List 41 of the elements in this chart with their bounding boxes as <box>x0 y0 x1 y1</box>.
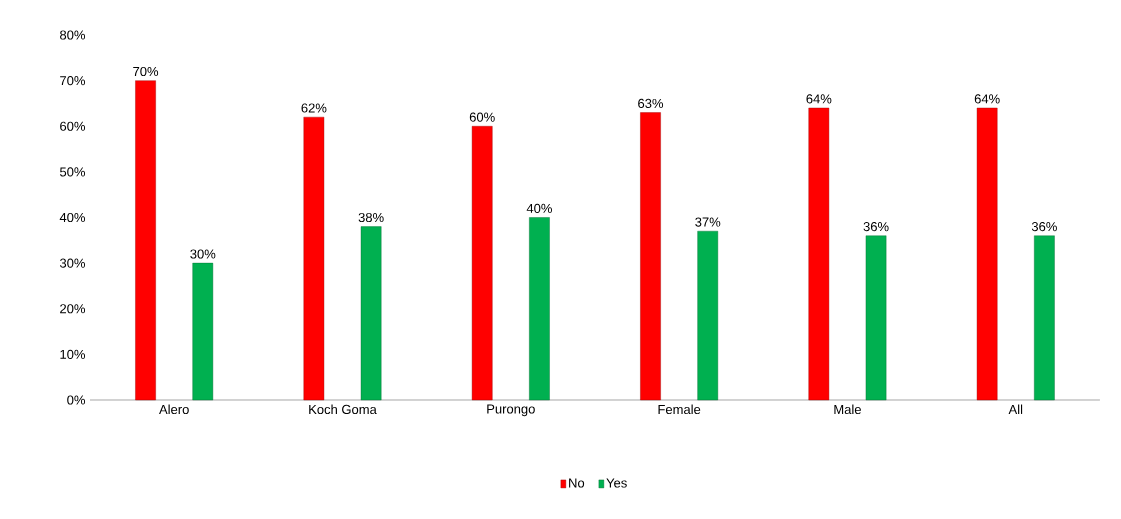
y-tick-label: 20% <box>60 304 86 314</box>
data-label: 60% <box>469 112 495 122</box>
data-label: 37% <box>695 217 721 227</box>
x-tick-label: Female <box>658 404 701 415</box>
y-tick-label: 80% <box>60 30 86 40</box>
bar <box>360 226 382 401</box>
bar <box>697 230 719 401</box>
data-label: 40% <box>526 203 552 213</box>
y-tick-label: 10% <box>60 349 86 359</box>
bar <box>640 112 661 401</box>
legend-label: No <box>569 478 585 488</box>
bar <box>865 235 887 401</box>
bar <box>976 107 998 401</box>
x-tick-label: All <box>1008 404 1023 414</box>
y-tick-label: 30% <box>59 258 86 268</box>
data-label: 63% <box>638 98 664 109</box>
data-label: 36% <box>1031 222 1057 232</box>
data-label: 36% <box>863 222 889 232</box>
bar <box>808 107 830 401</box>
data-label: 64% <box>974 94 1000 104</box>
bar <box>135 80 156 401</box>
data-label: 62% <box>301 103 327 113</box>
y-tick-label: 40% <box>59 212 86 223</box>
y-tick-label: 70% <box>60 76 86 86</box>
bar <box>303 116 325 401</box>
data-label: 70% <box>133 66 159 77</box>
legend-label: Yes <box>606 478 627 488</box>
x-tick-label: Purongo <box>487 404 535 417</box>
x-tick-label: Alero <box>159 404 189 415</box>
y-tick-label: 60% <box>60 121 86 131</box>
y-tick-label: 0% <box>67 395 86 405</box>
x-tick-label: Male <box>834 404 861 415</box>
bar <box>471 126 493 401</box>
data-label: 64% <box>806 94 832 104</box>
y-tick-label: 50% <box>59 167 86 177</box>
bar <box>192 262 214 401</box>
bar <box>1034 235 1055 401</box>
x-tick-label: Koch Goma <box>309 404 377 415</box>
data-label: 30% <box>190 249 216 259</box>
data-label: 38% <box>358 212 384 223</box>
bar <box>529 217 550 401</box>
